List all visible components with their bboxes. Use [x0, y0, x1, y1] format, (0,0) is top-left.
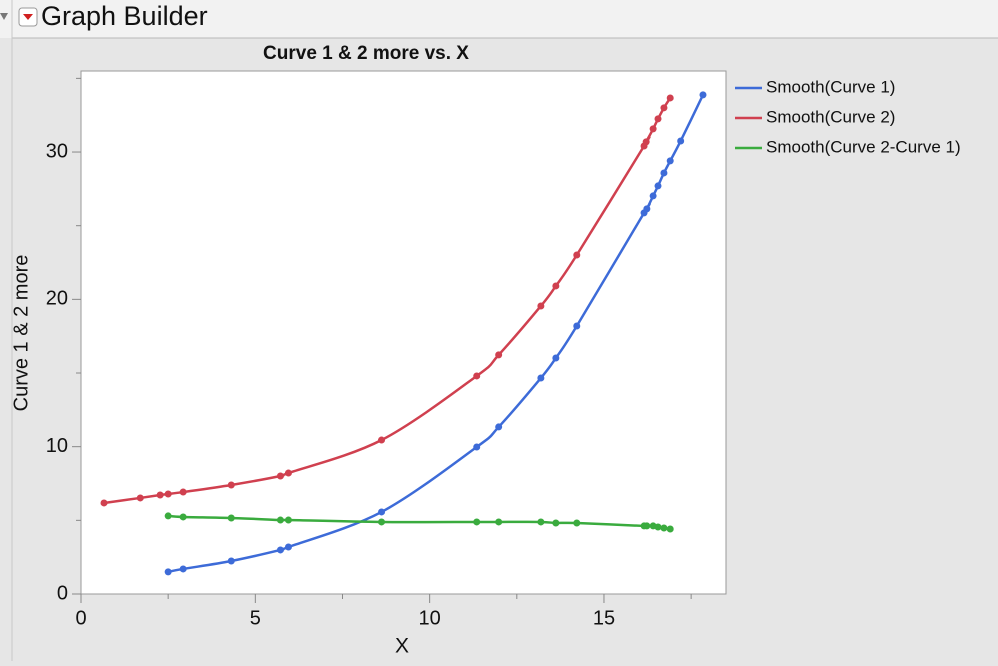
data-point [654, 115, 662, 123]
data-point [473, 518, 481, 526]
data-point [495, 518, 503, 526]
data-point [537, 518, 545, 526]
data-point [227, 481, 235, 489]
x-tick-label: 15 [593, 607, 615, 629]
data-point [654, 523, 662, 531]
data-point [699, 91, 707, 99]
header-title: Graph Builder [41, 1, 208, 31]
data-point [552, 354, 560, 362]
header-bar [0, 0, 998, 38]
data-point [643, 205, 651, 213]
y-tick-label: 20 [46, 288, 68, 310]
data-point [164, 568, 172, 576]
legend-label: Smooth(Curve 2) [766, 107, 895, 126]
data-point [677, 137, 685, 145]
x-tick-label: 10 [419, 607, 441, 629]
y-tick-label: 30 [46, 140, 68, 162]
disclosure-triangle[interactable] [0, 13, 8, 20]
data-point [179, 488, 187, 496]
data-point [284, 469, 292, 477]
data-point [660, 524, 668, 532]
data-point [378, 508, 386, 516]
data-point [666, 94, 674, 102]
plot-area [80, 70, 727, 595]
data-point [573, 322, 581, 330]
data-point [654, 182, 662, 190]
data-point [649, 192, 657, 200]
data-point [552, 519, 560, 527]
x-tick-label: 0 [75, 607, 86, 629]
data-point [156, 491, 164, 499]
data-point [276, 546, 284, 554]
legend-label: Smooth(Curve 2-Curve 1) [766, 137, 961, 156]
data-point [164, 512, 172, 520]
data-point [179, 513, 187, 521]
data-point [284, 543, 292, 551]
red-menu-arrow [23, 14, 33, 20]
data-point [179, 565, 187, 573]
x-axis-label: X [395, 635, 409, 658]
legend-label: Smooth(Curve 1) [766, 77, 895, 96]
data-point [164, 490, 172, 498]
data-point [573, 251, 581, 259]
y-tick-label: 10 [46, 435, 68, 457]
data-point [227, 514, 235, 522]
data-point [643, 522, 651, 530]
data-point [642, 138, 650, 146]
data-point [666, 525, 674, 533]
data-point [276, 516, 284, 524]
data-point [378, 436, 386, 444]
data-point [378, 518, 386, 526]
data-point [473, 443, 481, 451]
data-point [276, 472, 284, 480]
data-point [537, 302, 545, 310]
y-axis-label: Curve 1 & 2 more [10, 255, 32, 412]
data-point [100, 499, 108, 507]
data-point [227, 557, 235, 565]
data-point [660, 104, 668, 112]
data-point [136, 494, 144, 502]
data-point [495, 423, 503, 431]
chart-title: Curve 1 & 2 more vs. X [263, 43, 469, 64]
data-point [573, 519, 581, 527]
data-point [660, 169, 668, 177]
data-point [284, 516, 292, 524]
x-tick-label: 5 [250, 607, 261, 629]
data-point [552, 282, 560, 290]
data-point [537, 374, 545, 382]
data-point [666, 157, 674, 165]
data-point [495, 351, 503, 359]
data-point [649, 125, 657, 133]
data-point [473, 372, 481, 380]
y-tick-label: 0 [57, 582, 68, 604]
